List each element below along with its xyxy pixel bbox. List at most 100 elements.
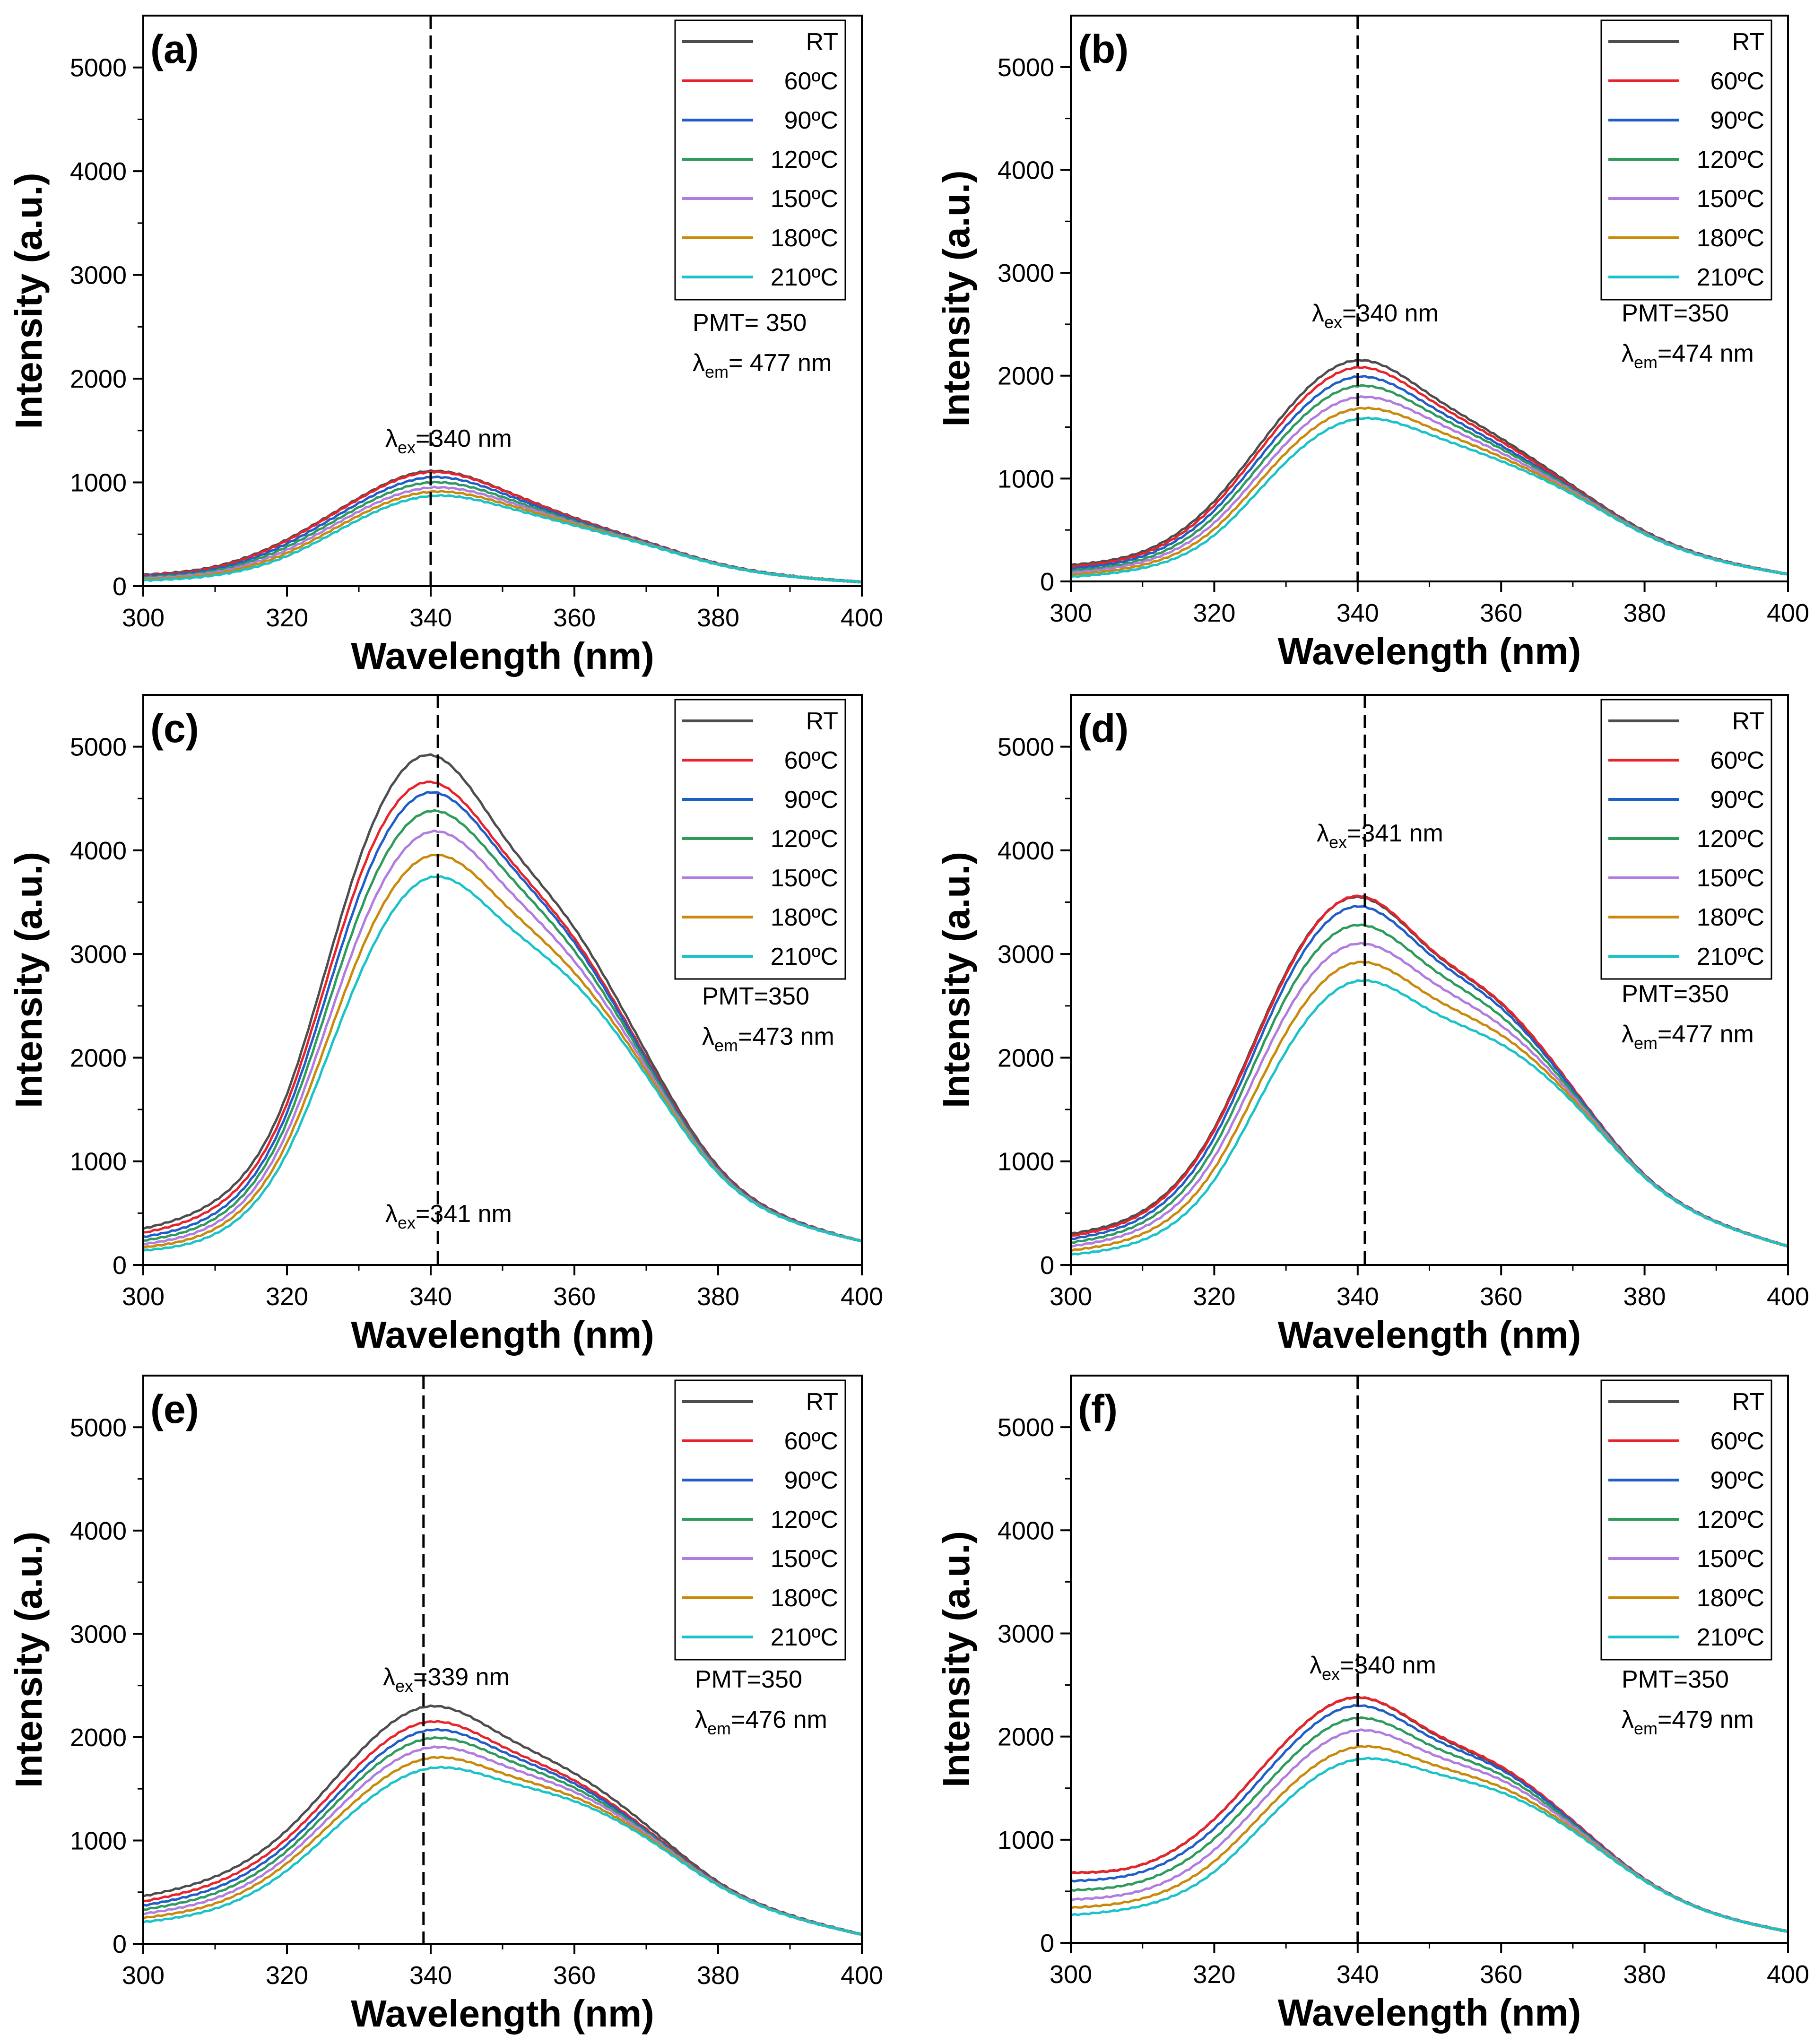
series-line-210c [143,875,862,1252]
lambda-ex-annotation: λex=341 nm [385,1200,512,1232]
pmt-annotation: PMT=350 [1622,300,1729,327]
lambda-value: =474 nm [1658,340,1754,367]
lambda-subscript: ex [395,1676,413,1696]
x-tick-label: 360 [1480,599,1522,627]
y-tick-label: 4000 [998,1516,1054,1545]
legend-label: RT [806,1388,838,1416]
series-line-90c [1070,1704,1788,1933]
chart-panel-f: 300 320 340 360 380 400010002000300040005000W… [935,1375,1809,2034]
x-tick-label: 400 [1767,1282,1809,1311]
legend-label: 210ºC [771,264,838,291]
series-line-180c [1070,1744,1788,1933]
legend-label: 120ºC [771,146,838,173]
series-line-150c [1070,1728,1788,1933]
legend-label: 90ºC [1710,786,1764,814]
lambda-value: =341 nm [416,1200,512,1228]
x-tick-label: 320 [1193,599,1235,627]
legend-label: 210ºC [1697,943,1764,970]
lambda-subscript: em [1634,1719,1658,1738]
series-line-210c [143,1766,862,1936]
legend-label: 60ºC [784,747,838,774]
lambda-subscript: ex [398,438,416,457]
series-group [143,753,863,1252]
legend-label: 120ºC [771,825,838,853]
lambda-em-annotation: λem= 477 nm [693,349,832,381]
lambda-subscript: em [1634,353,1658,372]
legend: RT 60ºC 90ºC 120ºC 150ºC 180ºC 210ºC [674,19,846,301]
lambda-symbol: λ [695,1706,707,1733]
series-line-rt [143,1704,862,1936]
x-tick-label: 340 [409,604,452,632]
series-line-rt [1070,358,1788,575]
y-tick-label: 2000 [998,362,1054,390]
series-group [1070,894,1789,1256]
pmt-annotation: PMT=350 [1622,980,1729,1008]
y-tick-label: 0 [1040,1251,1054,1280]
legend-label: 60ºC [784,68,838,95]
lambda-subscript: ex [398,1213,416,1232]
legend: RT 60ºC 90ºC 120ºC 150ºC 180ºC 210ºC [1600,1379,1772,1661]
x-tick-label: 400 [841,1961,883,1990]
lambda-subscript: ex [1322,1664,1340,1684]
legend-label: 60ºC [1710,68,1764,95]
lambda-subscript: em [1634,1033,1658,1053]
lambda-symbol: λ [702,1023,714,1050]
lambda-ex-annotation: λex=339 nm [383,1663,510,1696]
y-tick-label: 1000 [70,1827,127,1855]
legend-label: 120ºC [771,1506,838,1533]
series-group [1070,358,1789,579]
x-tick-label: 340 [1337,1960,1379,1989]
lambda-value: =340 nm [1340,1652,1436,1679]
series-line-150c [143,1745,862,1936]
x-tick-label: 300 [1050,1960,1092,1989]
legend-label: RT [806,28,838,56]
y-axis-title: Intensity (a.u.) [8,173,50,429]
panel-label: (c) [150,706,199,751]
x-tick-label: 320 [1193,1960,1235,1989]
series-line-210c [1070,979,1788,1256]
lambda-symbol: λ [693,349,705,377]
legend-label: 180ºC [1697,904,1764,931]
lambda-em-annotation: λem=473 nm [702,1023,834,1055]
legend: RT 60ºC 90ºC 120ºC 150ºC 180ºC 210ºC [674,1379,846,1661]
y-tick-label: 4000 [70,157,127,186]
y-axis-title: Intensity (a.u.) [8,1532,50,1788]
lambda-value: =339 nm [413,1663,510,1691]
x-tick-label: 340 [409,1961,452,1990]
y-tick-label: 5000 [70,54,127,82]
series-line-120c [143,1736,863,1936]
y-tick-label: 2000 [70,1044,127,1072]
legend-label: 60ºC [784,1428,838,1455]
series-group [142,1704,863,1936]
y-tick-label: 0 [113,1930,127,1958]
legend-label: 180ºC [771,225,838,252]
lambda-symbol: λ [1310,1652,1322,1679]
chart-panel-a: 300 320 340 360 380 400010002000300040005000W… [8,15,883,677]
y-tick-label: 1000 [998,465,1054,493]
x-tick-label: 400 [841,1282,883,1311]
x-tick-label: 360 [553,1282,596,1311]
y-tick-label: 2000 [70,365,127,393]
y-tick-label: 1000 [998,1826,1054,1854]
panel-label: (d) [1078,706,1128,751]
legend-label: 90ºC [784,1467,838,1494]
x-tick-label: 300 [122,1961,165,1990]
chart-panel-e: 300 320 340 360 380 400010002000300040005000W… [8,1375,883,2035]
lambda-symbol: λ [385,1200,398,1228]
legend-label: 120ºC [1697,146,1764,173]
x-tick-label: 360 [1480,1960,1522,1989]
y-tick-label: 2000 [70,1724,127,1752]
lambda-ex-annotation: λex=340 nm [1312,300,1439,332]
x-tick-label: 320 [266,1961,308,1990]
legend-label: 60ºC [1710,1428,1764,1455]
x-tick-label: 400 [1767,1960,1809,1989]
y-tick-label: 1000 [70,469,127,497]
lambda-subscript: ex [1329,832,1347,852]
x-tick-label: 300 [122,604,165,632]
y-tick-label: 3000 [70,261,127,290]
lambda-value: =473 nm [738,1023,834,1050]
pmt-annotation: PMT=350 [1622,1666,1729,1693]
legend-label: 60ºC [1710,747,1764,774]
legend-label: 180ºC [1697,1585,1764,1612]
legend-label: 210ºC [1697,1624,1764,1651]
